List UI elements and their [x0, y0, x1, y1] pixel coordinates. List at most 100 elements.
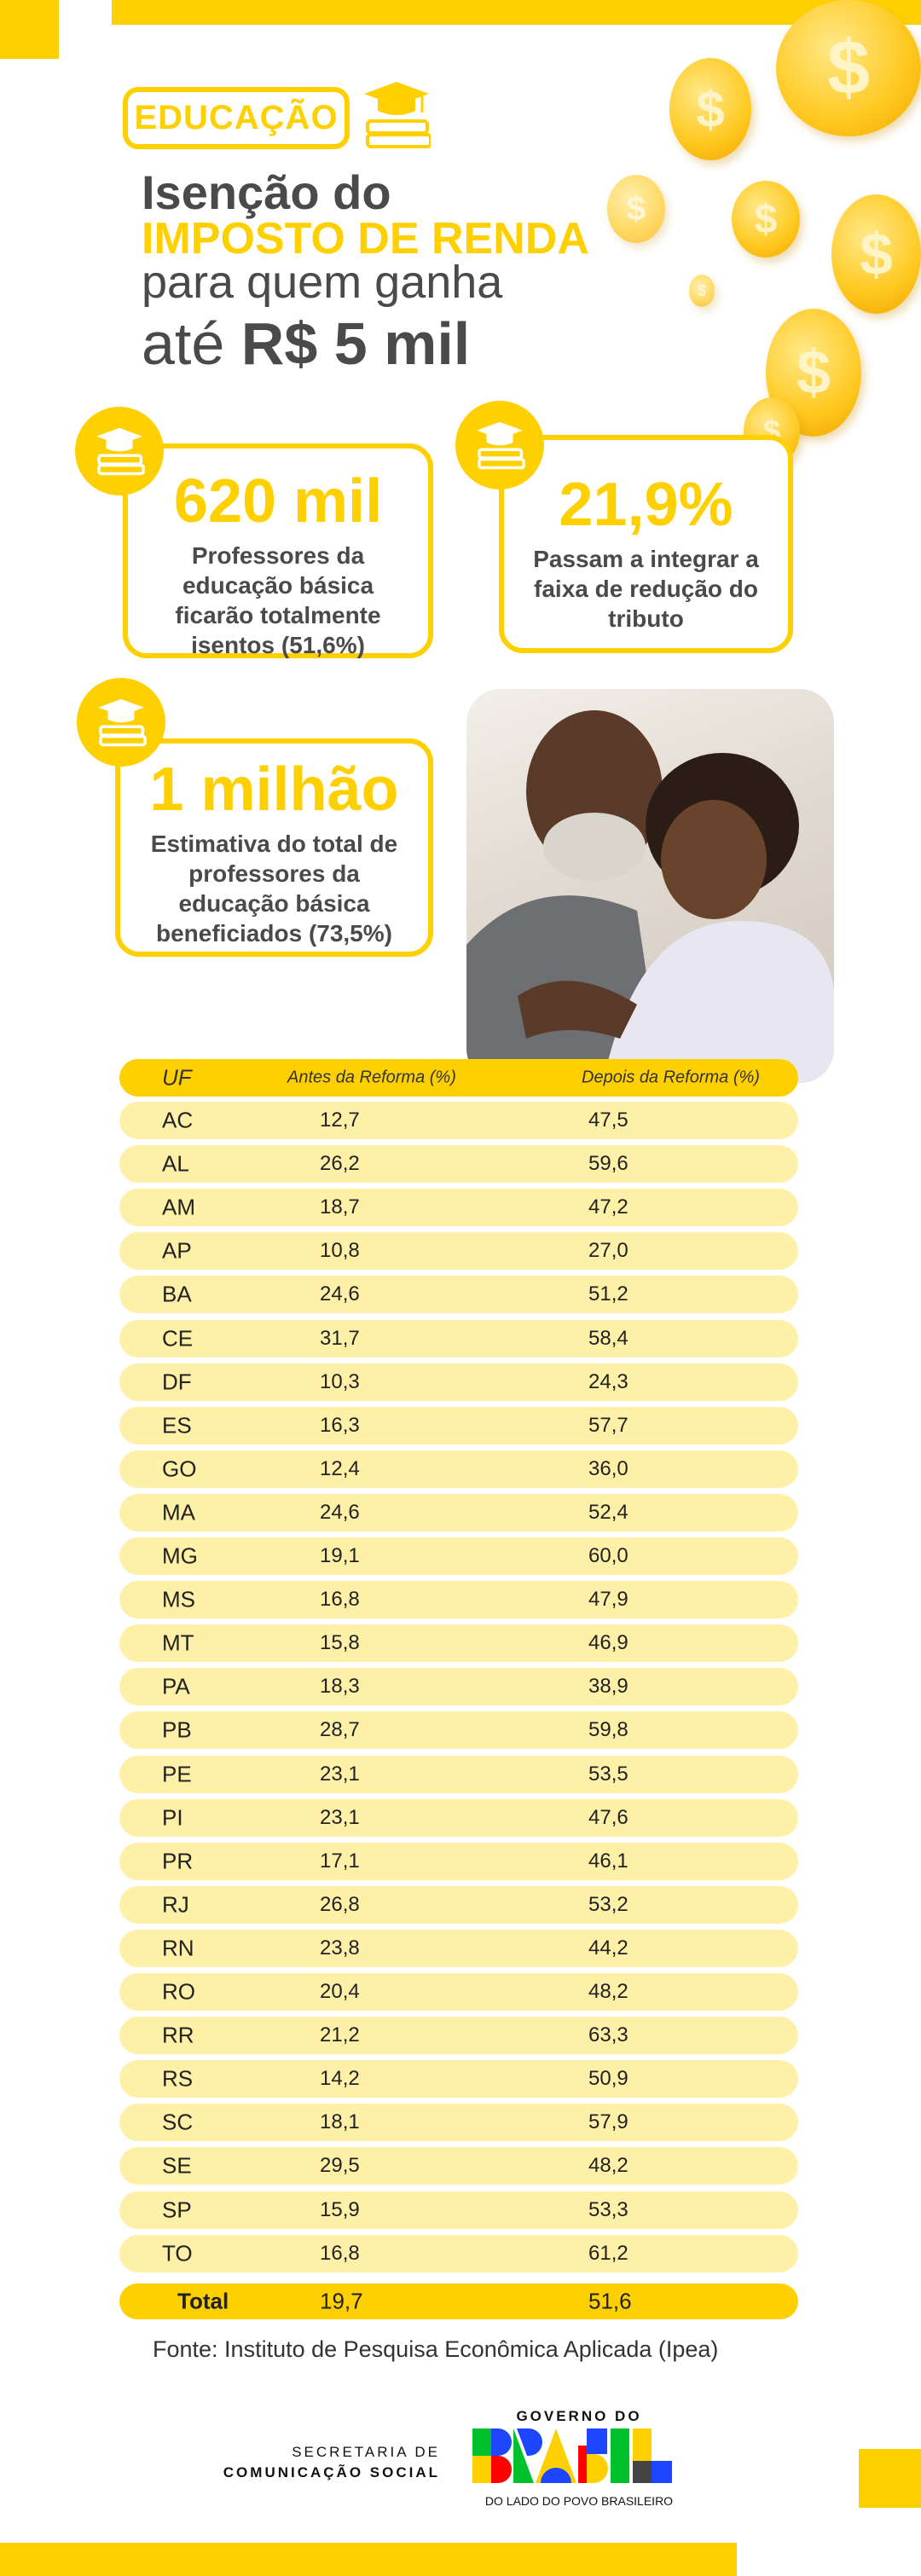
- table-row: ES 16,3 57,7: [119, 1406, 798, 1444]
- table-row: AC 12,7 47,5: [119, 1102, 798, 1139]
- after-cell: 51,2: [588, 1282, 628, 1306]
- uf-cell: RN: [162, 1935, 194, 1961]
- after-cell: 59,6: [588, 1152, 628, 1176]
- table-row: MT 15,8 46,9: [119, 1624, 798, 1663]
- after-cell: 50,9: [588, 2067, 628, 2091]
- gov-slogan: DO LADO DO POVO BRASILEIRO: [484, 2494, 674, 2508]
- before-cell: 23,1: [320, 1762, 360, 1786]
- before-cell: 17,1: [320, 1849, 360, 1873]
- before-cell: 12,4: [320, 1456, 360, 1480]
- after-cell: 48,2: [588, 1980, 628, 2003]
- coin-icon: $: [732, 181, 800, 258]
- uf-cell: AP: [162, 1237, 192, 1264]
- uf-cell: MT: [162, 1630, 194, 1656]
- after-cell: 47,2: [588, 1195, 628, 1219]
- table-row: RN 23,8 44,2: [119, 1929, 798, 1967]
- before-cell: 26,8: [320, 1892, 360, 1916]
- table-row: SP 15,9 53,3: [119, 2191, 798, 2229]
- uf-cell: AC: [162, 1107, 194, 1133]
- coin-icon: $: [689, 275, 715, 307]
- uf-cell: PB: [162, 1716, 192, 1743]
- title-line-3: para quem ganha: [142, 257, 503, 308]
- uf-cell: CE: [162, 1325, 194, 1351]
- table-row: DF 10,3 24,3: [119, 1363, 798, 1401]
- table-row: PE 23,1 53,5: [119, 1755, 798, 1793]
- table-row: CE 31,7 58,4: [119, 1319, 798, 1357]
- table-row: RO 20,4 48,2: [119, 1973, 798, 2011]
- before-cell: 16,8: [320, 2241, 360, 2265]
- after-cell: 48,2: [588, 2154, 628, 2178]
- bottom-bar: [0, 2543, 737, 2576]
- before-cell: 31,7: [320, 1326, 360, 1350]
- uf-cell: BA: [162, 1281, 192, 1307]
- table-row: AL 26,2 59,6: [119, 1145, 798, 1184]
- graduation-cap-books-icon: [362, 78, 432, 151]
- uf-cell: ES: [162, 1412, 192, 1439]
- stat-value: 620 mil: [173, 467, 383, 535]
- before-cell: 29,5: [320, 2154, 360, 2178]
- after-cell: 58,4: [588, 1326, 628, 1350]
- uf-cell: PI: [162, 1804, 183, 1831]
- table-row: PB 28,7 59,8: [119, 1711, 798, 1750]
- total-after: 51,6: [588, 2288, 632, 2314]
- secretaria-logo: SECRETARIA DE COMUNICAÇÃO SOCIAL: [213, 2444, 440, 2481]
- stat-value: 21,9%: [559, 471, 733, 539]
- after-cell: 38,9: [588, 1675, 628, 1699]
- after-cell: 59,8: [588, 1718, 628, 1742]
- before-cell: 12,7: [320, 1109, 360, 1132]
- graduation-cap-icon: [75, 407, 164, 495]
- uf-cell: PA: [162, 1673, 190, 1699]
- uf-cell: MA: [162, 1499, 195, 1525]
- after-cell: 53,2: [588, 1892, 628, 1916]
- coin-icon: $: [607, 175, 665, 243]
- table-row: TO 16,8 61,2: [119, 2234, 798, 2272]
- graduation-cap-icon: [455, 401, 544, 489]
- before-cell: 10,8: [320, 1239, 360, 1263]
- total-label: Total: [177, 2288, 229, 2314]
- graduation-cap-icon: [77, 678, 165, 767]
- corner-square-top-left: [0, 0, 59, 59]
- table-row: GO 12,4 36,0: [119, 1450, 798, 1488]
- before-cell: 18,1: [320, 2110, 360, 2134]
- before-cell: 20,4: [320, 1980, 360, 2003]
- gov-top-text: GOVERNO DO: [516, 2408, 642, 2424]
- table-row: SE 29,5 48,2: [119, 2147, 798, 2185]
- before-cell: 28,7: [320, 1718, 360, 1742]
- title-line-1: Isenção do: [142, 165, 391, 219]
- table-row: AP 10,8 27,0: [119, 1232, 798, 1271]
- uf-cell: RS: [162, 2065, 194, 2092]
- stat-value: 1 milhão: [149, 755, 399, 824]
- before-cell: 15,8: [320, 1631, 360, 1655]
- uf-cell: SP: [162, 2197, 192, 2222]
- before-cell: 14,2: [320, 2067, 360, 2091]
- title-line-2: IMPOSTO DE RENDA: [142, 214, 589, 263]
- stat-card-reduction-band: 21,9% Passam a integrar a faixa de reduç…: [499, 435, 793, 653]
- after-cell: 27,0: [588, 1239, 628, 1263]
- uf-cell: RO: [162, 1978, 195, 2005]
- before-cell: 26,2: [320, 1152, 360, 1176]
- column-header-before: Antes da Reforma (%): [287, 1068, 456, 1087]
- after-cell: 53,3: [588, 2197, 628, 2221]
- before-cell: 21,2: [320, 2023, 360, 2047]
- stat-card-teachers-exempt: 620 mil Professores da educação básica f…: [123, 443, 433, 658]
- photo-elderly-couple: [466, 689, 834, 1083]
- uf-cell: AM: [162, 1194, 195, 1220]
- table-row: PA 18,3 38,9: [119, 1668, 798, 1706]
- stat-text: Professores da educação básica ficarão t…: [175, 542, 381, 658]
- category-badge: EDUCAÇÃO: [123, 87, 350, 149]
- uf-cell: DF: [162, 1369, 192, 1395]
- before-cell: 15,9: [320, 2197, 360, 2221]
- after-cell: 44,2: [588, 1936, 628, 1959]
- after-cell: 47,6: [588, 1805, 628, 1829]
- uf-cell: PR: [162, 1848, 194, 1874]
- top-bar: [112, 0, 921, 25]
- governo-do-brasil-logo: GOVERNO DO DO LADO DO POVO BRASILEIRO: [471, 2408, 687, 2508]
- coin-icon: $: [776, 0, 921, 136]
- uf-cell: RJ: [162, 1891, 189, 1918]
- title-line-4: até R$ 5 mil: [142, 314, 470, 373]
- before-cell: 24,6: [320, 1500, 360, 1524]
- after-cell: 46,9: [588, 1631, 628, 1655]
- uf-cell: PE: [162, 1761, 192, 1786]
- after-cell: 63,3: [588, 2023, 628, 2047]
- table-header: UF Antes da Reforma (%) Depois da Reform…: [119, 1059, 798, 1097]
